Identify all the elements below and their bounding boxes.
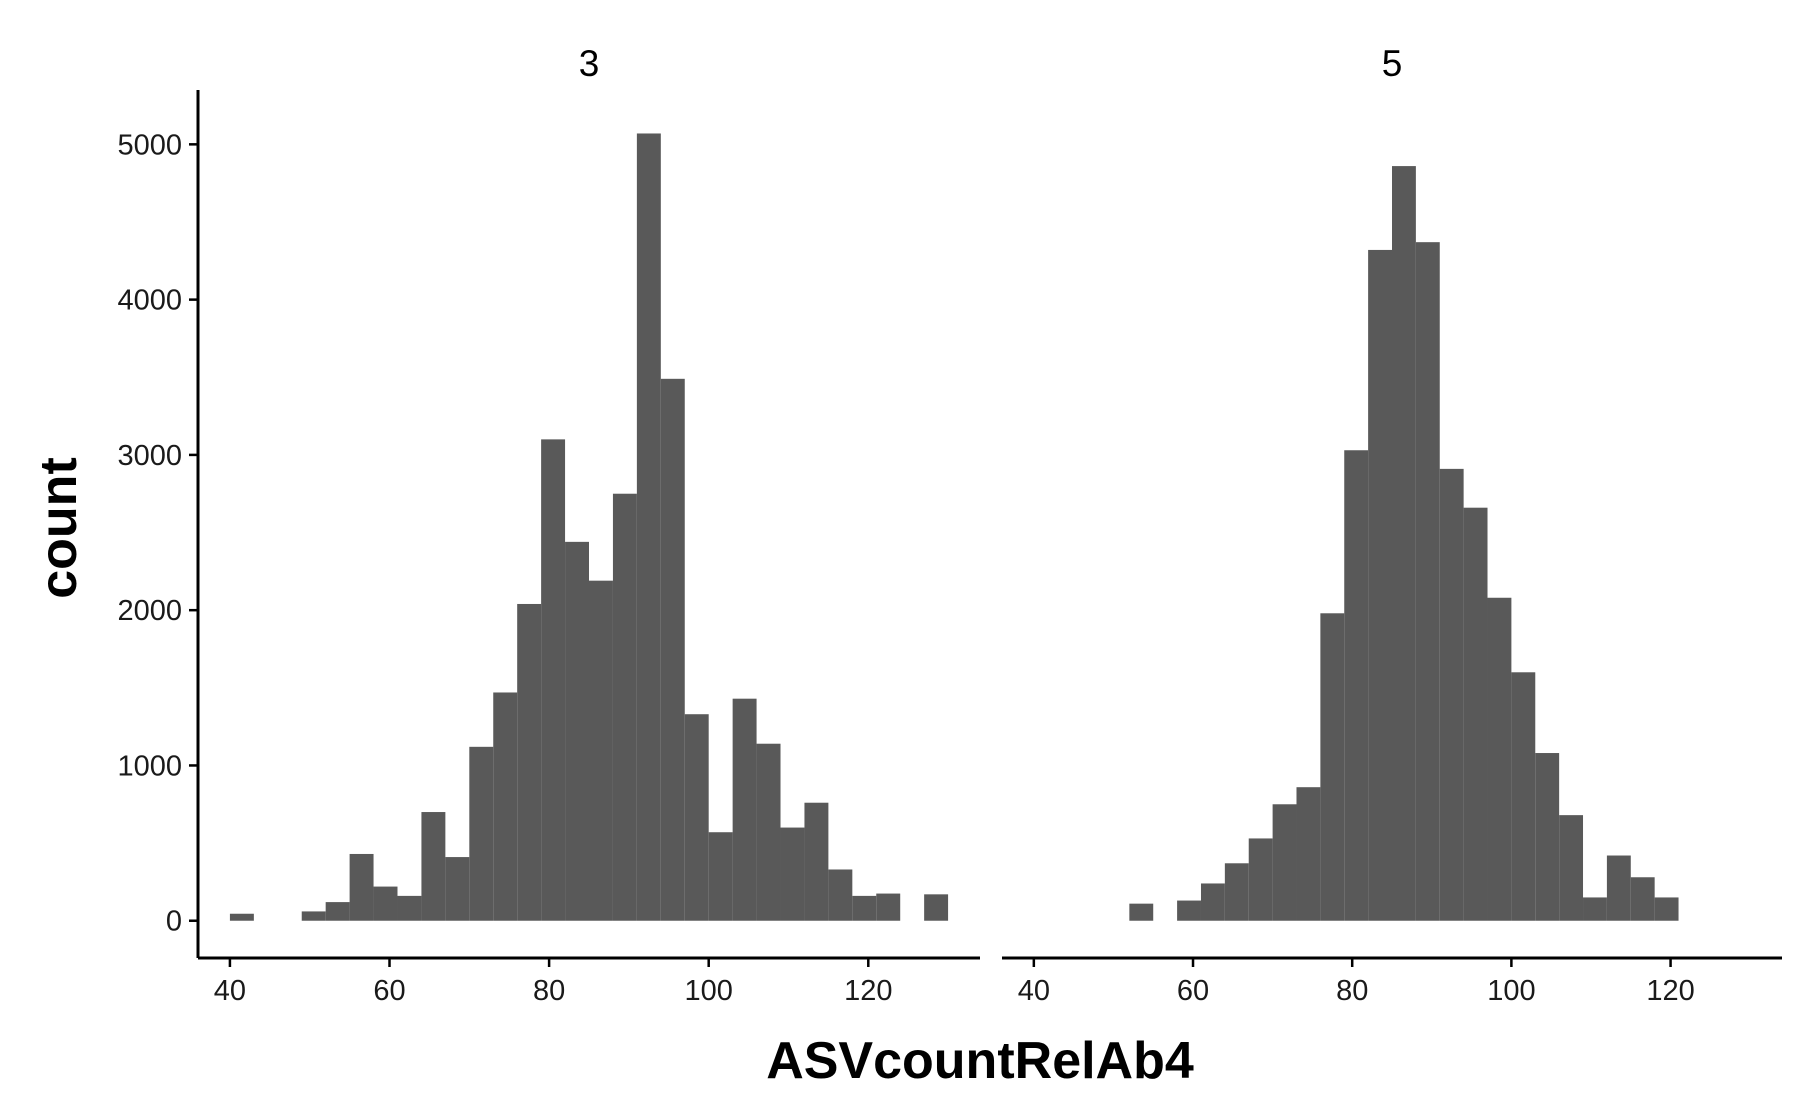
histogram-bar — [1463, 507, 1488, 921]
histogram-bar — [1415, 242, 1440, 921]
histogram-bar — [1368, 249, 1392, 921]
histogram-bar — [1606, 855, 1631, 921]
facet-panel-3: 3 40 60 80 100 120 0 1000 2000 3000 4000 5000 — [117, 43, 980, 1007]
facet-label: 3 — [579, 43, 600, 84]
histogram-bar — [1248, 838, 1273, 921]
y-tick-label: 2000 — [117, 595, 182, 627]
y-tick-label: 0 — [166, 906, 182, 938]
x-tick-label: 80 — [533, 975, 565, 1007]
histogram-bar — [1129, 903, 1154, 921]
x-tick-label: 60 — [1177, 975, 1209, 1007]
histogram-bar — [373, 886, 398, 921]
histogram-bar — [1392, 166, 1416, 921]
histogram-bar — [1487, 597, 1512, 921]
histogram-bar — [1200, 883, 1225, 921]
histogram-bar — [1535, 753, 1560, 921]
histogram-bar — [589, 580, 613, 921]
histogram-bar — [732, 698, 757, 921]
x-tick-label: 120 — [844, 975, 892, 1007]
histogram-bar — [804, 802, 829, 921]
histogram-bar — [301, 911, 326, 921]
facet-label: 5 — [1382, 43, 1403, 84]
x-tick-label: 100 — [1487, 975, 1535, 1007]
histogram-bar — [1630, 877, 1655, 921]
histogram-bar — [1439, 468, 1464, 921]
histogram-bar — [1511, 672, 1536, 921]
histogram-bar — [756, 743, 781, 921]
y-tick-label: 5000 — [117, 129, 182, 161]
histogram-bar — [445, 857, 470, 921]
histogram-bar — [493, 692, 518, 921]
x-tick-label: 40 — [214, 975, 246, 1007]
y-tick-label: 1000 — [117, 750, 182, 782]
histogram-bar — [229, 913, 254, 921]
histogram-bar — [1177, 900, 1201, 921]
facet-panel-5: 5 40 60 80 100 120 — [1002, 43, 1782, 1007]
histogram-bar — [541, 439, 566, 921]
x-tick-label: 100 — [684, 975, 732, 1007]
x-axis-title: ASVcountRelAb4 — [766, 1032, 1194, 1090]
histogram-bar — [469, 746, 494, 921]
x-tick-label: 60 — [373, 975, 405, 1007]
histogram-bar — [397, 895, 422, 921]
y-tick-label: 4000 — [117, 285, 182, 317]
histogram-bar — [612, 493, 637, 921]
histogram-bar — [517, 603, 542, 921]
histogram-bar — [1344, 450, 1369, 921]
histogram-bar — [684, 714, 709, 921]
x-tick-label: 40 — [1018, 975, 1050, 1007]
histogram-bar — [636, 133, 661, 921]
histogram-bar — [924, 894, 949, 921]
x-tick-label: 120 — [1646, 975, 1694, 1007]
histogram-bar — [325, 902, 350, 921]
histogram-bar — [1272, 804, 1297, 921]
histogram-bar — [565, 541, 589, 921]
x-tick-label: 80 — [1336, 975, 1368, 1007]
histogram-bar — [1320, 613, 1345, 921]
histogram-bar — [708, 832, 733, 921]
histogram-bar — [780, 827, 805, 921]
histogram-bar — [1654, 897, 1679, 921]
histogram-bar — [1583, 897, 1607, 921]
histogram-bar — [852, 895, 877, 921]
histogram-bar — [1224, 863, 1249, 921]
histogram-bar — [828, 869, 853, 921]
histogram-bar — [421, 812, 446, 921]
histogram-bar — [349, 853, 374, 921]
histogram-bar — [876, 893, 901, 921]
plot-area: 3 40 60 80 100 120 0 1000 2000 3000 4000 5000 5 40 60 8… — [117, 43, 1782, 1007]
y-axis-title: count — [30, 457, 88, 599]
histogram-bar — [1559, 815, 1584, 921]
histogram-bar — [1296, 787, 1321, 921]
histogram-bar — [660, 378, 685, 921]
y-tick-label: 3000 — [117, 440, 182, 472]
